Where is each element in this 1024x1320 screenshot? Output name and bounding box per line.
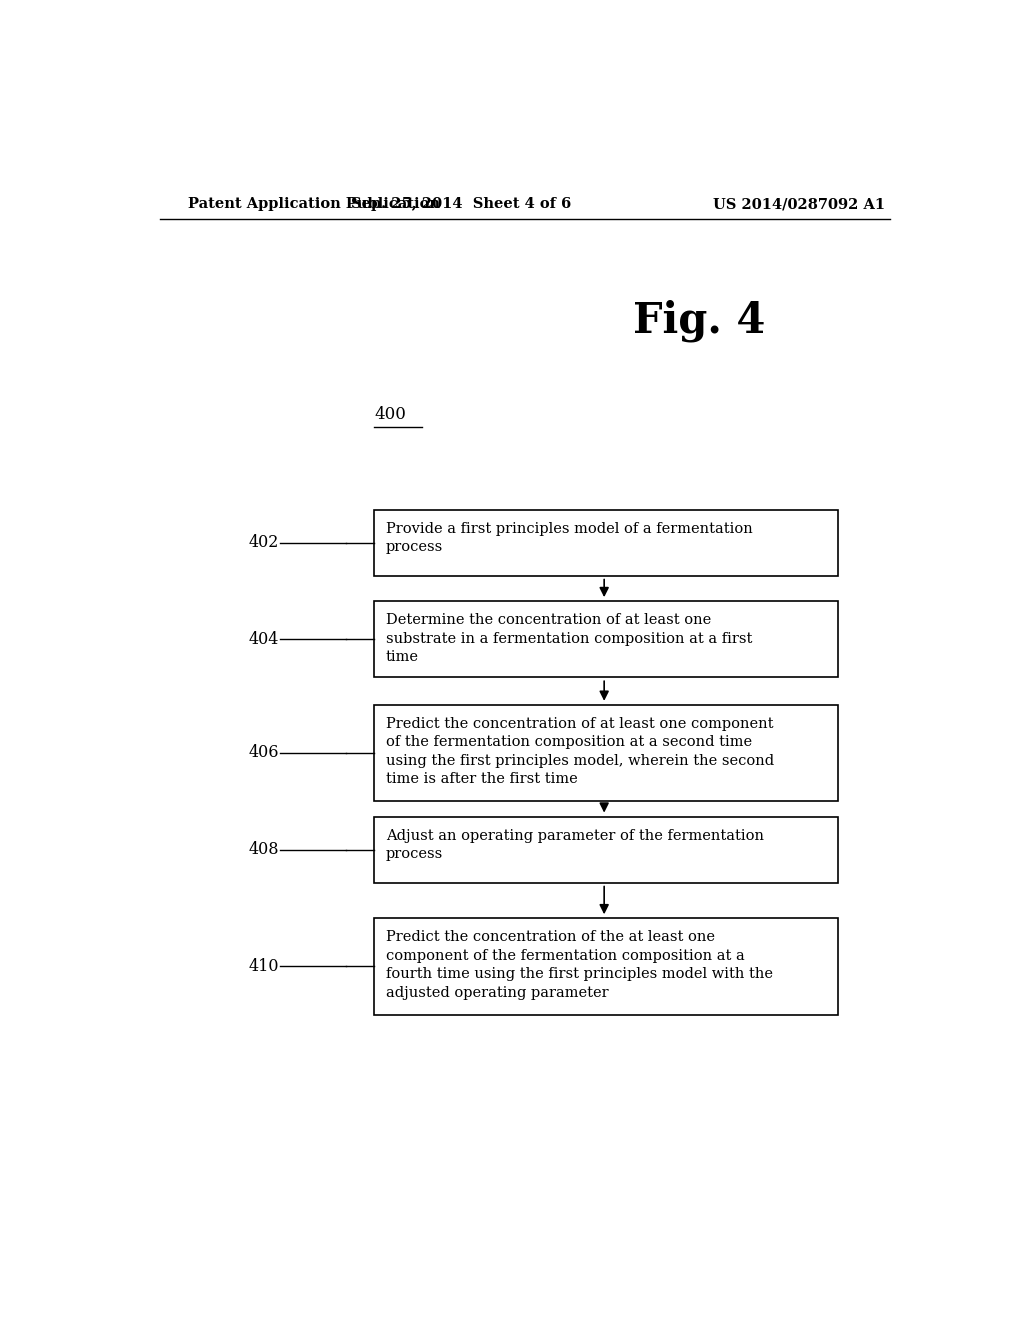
- Text: Sep. 25, 2014  Sheet 4 of 6: Sep. 25, 2014 Sheet 4 of 6: [351, 197, 571, 211]
- Text: Determine the concentration of at least one
substrate in a fermentation composit: Determine the concentration of at least …: [386, 614, 753, 664]
- Bar: [374, 705, 839, 801]
- Text: 402: 402: [249, 535, 279, 550]
- Text: Fig. 4: Fig. 4: [633, 300, 766, 342]
- Text: 410: 410: [248, 958, 279, 975]
- Text: 408: 408: [248, 841, 279, 858]
- Text: US 2014/0287092 A1: US 2014/0287092 A1: [713, 197, 885, 211]
- Bar: [374, 510, 839, 576]
- Bar: [374, 817, 839, 883]
- Bar: [374, 919, 839, 1015]
- Text: 406: 406: [248, 744, 279, 762]
- Text: Provide a first principles model of a fermentation
process: Provide a first principles model of a fe…: [386, 521, 753, 554]
- Text: 404: 404: [249, 631, 279, 648]
- Text: Patent Application Publication: Patent Application Publication: [187, 197, 439, 211]
- Bar: [374, 601, 839, 677]
- Text: Predict the concentration of the at least one
component of the fermentation comp: Predict the concentration of the at leas…: [386, 931, 773, 999]
- Text: Adjust an operating parameter of the fermentation
process: Adjust an operating parameter of the fer…: [386, 829, 764, 861]
- Text: 400: 400: [374, 405, 406, 422]
- Text: Predict the concentration of at least one component
of the fermentation composit: Predict the concentration of at least on…: [386, 717, 774, 787]
